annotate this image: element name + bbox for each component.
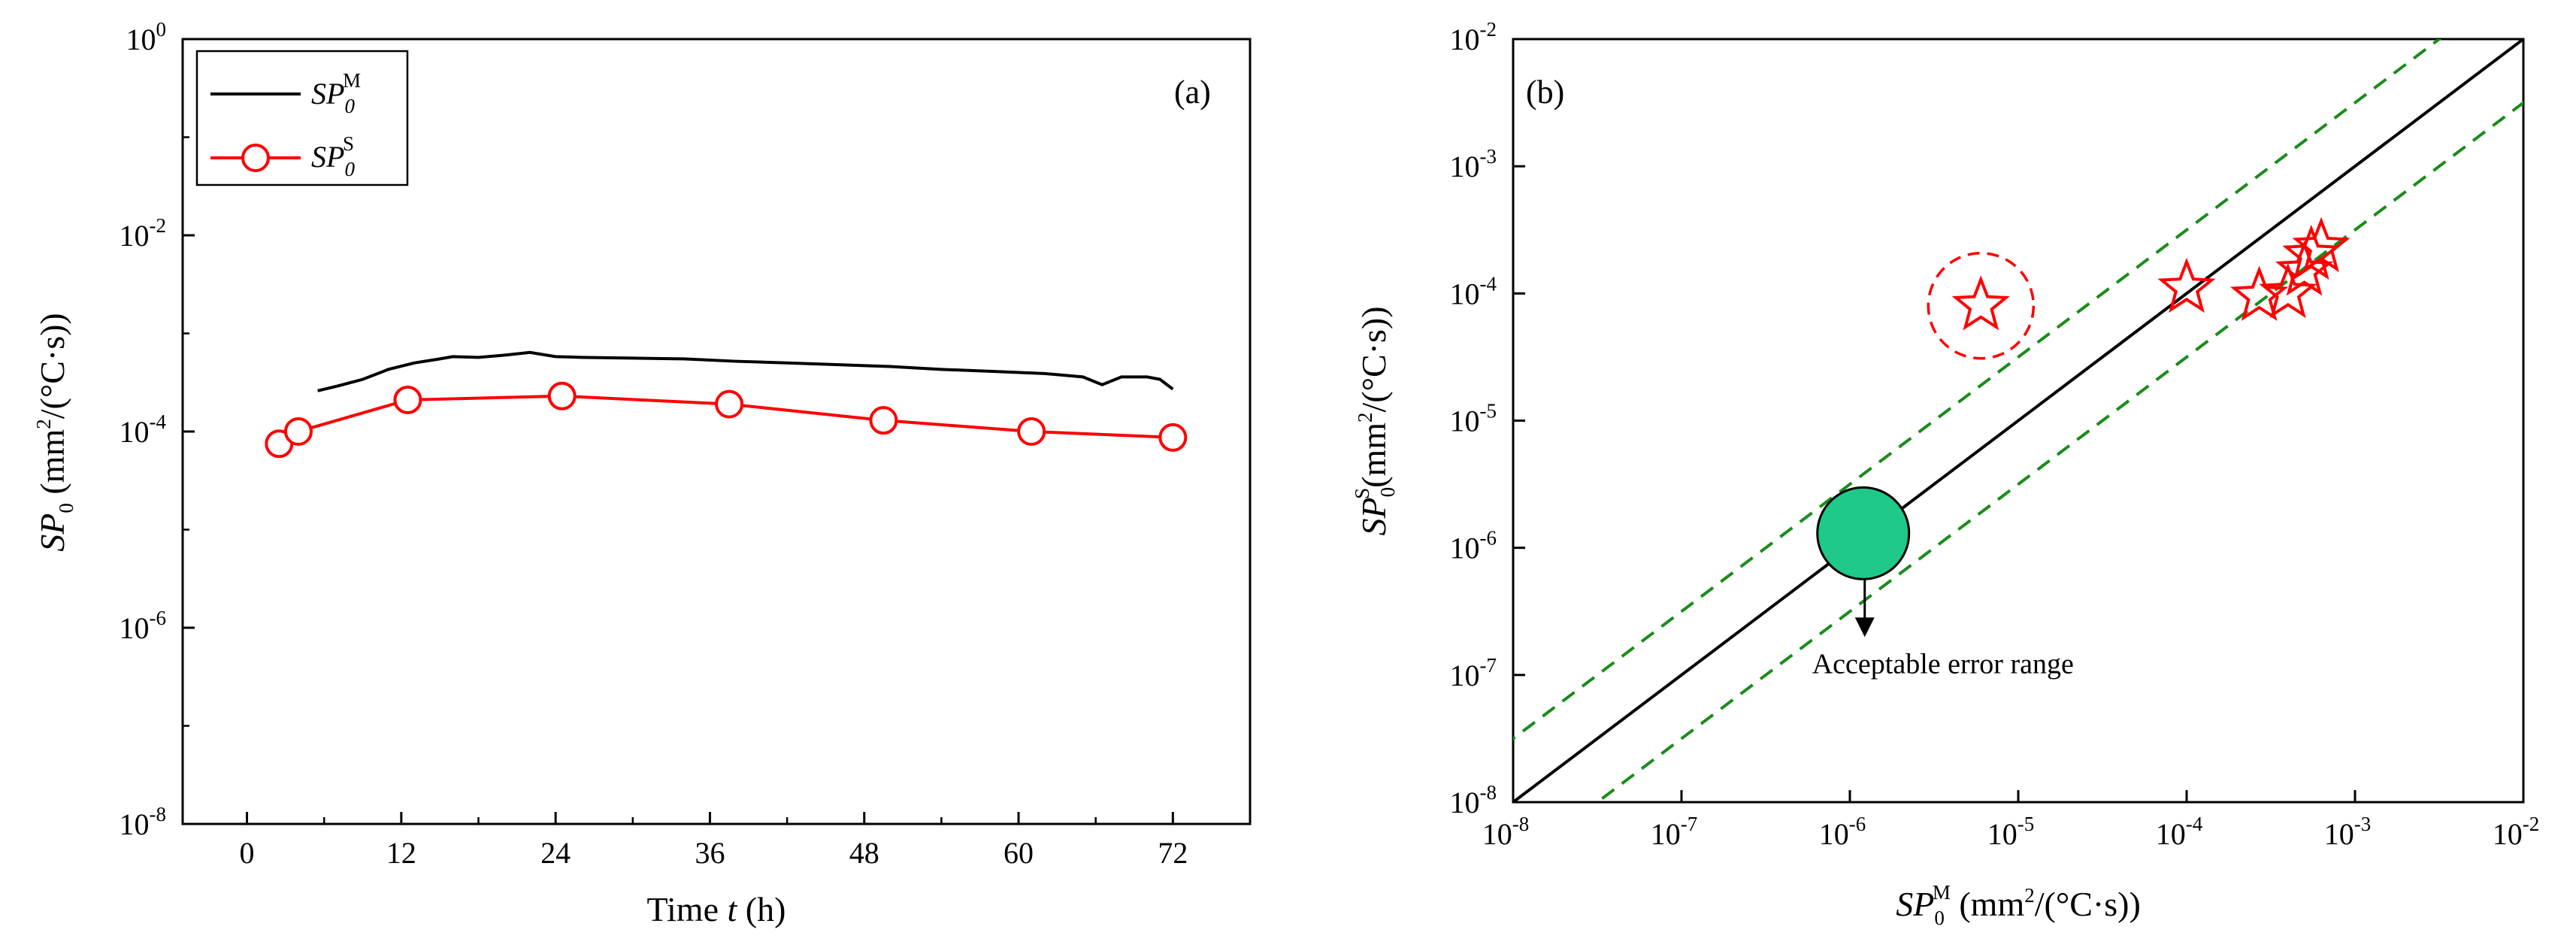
y-tick-label: 10-4 [120,410,167,449]
panel-a-y-axis-label: SP0 (mm2/(°C·s)) [32,313,77,552]
series-s-point [1017,417,1046,446]
series-s-point [283,417,313,446]
y-tick-label: 10-7 [1450,654,1497,692]
panel-a-y-ticks: 10-8 10-6 10-4 10-2 100 [120,18,195,841]
y-tick-label: 10-2 [1450,18,1497,56]
x-tick-label: 10-8 [1482,813,1530,851]
x-tick-label: 10-2 [2493,813,2540,851]
legend-entry-m: SP0M [311,69,361,117]
x-tick-label: 60 [1003,836,1034,870]
panel-b-reference-lines [1513,39,2523,802]
data-point-star [2157,257,2216,313]
reference-line [1513,39,2442,741]
series-s-point [393,385,422,414]
panel-a-x-axis-label: Time t (h) [647,890,786,928]
series-s-point [869,406,898,435]
x-tick-label: 10-6 [1819,813,1866,851]
x-tick-label: 12 [386,836,416,870]
series-s-point [547,381,577,410]
panel-a-label: (a) [1174,74,1211,111]
x-tick-label: 10-5 [1987,813,2035,851]
series-s-point [715,389,744,419]
panel-b-label: (b) [1526,74,1564,111]
y-tick-label: 10-6 [1450,527,1497,565]
panel-b-annotation: Acceptable error range [1812,579,2074,680]
y-tick-label: 10-2 [120,214,167,253]
example-marker [1816,486,1911,580]
reference-line [1594,101,2523,802]
panel-a-x-ticks: 0 12 24 36 48 60 72 [240,812,1252,870]
y-tick-label: 10-5 [1450,400,1497,438]
panel-b-points [1816,217,2350,580]
panel-b: 10-8 10-7 10-6 10-5 10-4 10-3 10-2 10-810-710-… [1351,18,2540,929]
outlier-circle [1927,251,2036,360]
series-line-m [317,350,1174,392]
data-point-star [2229,265,2289,321]
x-tick-label: 48 [849,836,879,870]
y-tick-label: 10-8 [120,803,167,841]
y-tick-label: 10-3 [1450,145,1497,183]
x-tick-label: 10-7 [1651,813,1698,851]
panel-a-series [265,350,1188,459]
series-s-point [1158,422,1188,452]
reference-line [1513,39,2523,802]
x-tick-label: 10-3 [2324,813,2372,851]
y-tick-label: 100 [126,18,167,56]
x-tick-label: 24 [540,836,571,870]
x-tick-label: 36 [695,836,725,870]
legend-entry-s: SP0S [311,132,355,180]
annotation-arrow-head [1854,617,1875,638]
panel-a-legend: SP0M SP0S [195,50,409,186]
x-tick-label: 0 [240,836,255,870]
series-line-s [278,394,1173,445]
panel-b-y-axis-label: SP0S(mm2/(°C·s)) [1351,306,1399,535]
x-tick-label: 10-4 [2156,813,2203,851]
panel-b-x-axis-label: SP0M (mm2/(°C·s)) [1896,881,2141,929]
legend-swatch-s-marker [241,144,270,172]
legend-box [195,50,409,186]
y-tick-label: 10-4 [1450,272,1497,310]
data-point-star [2292,217,2350,273]
y-tick-label: 10-8 [1450,781,1497,819]
x-tick-label: 72 [1158,836,1188,870]
panel-b-x-ticks: 10-8 10-7 10-6 10-5 10-4 10-3 10-2 [1482,790,2540,851]
panel-b-y-ticks: 10-8 10-7 10-6 10-5 10-4 10-3 10-2 [1450,18,1525,819]
y-tick-label: 10-6 [120,607,167,645]
panel-a: 0 12 24 36 48 60 72 10-8 10-6 10-4 10-2 100 (a) SP… [32,18,1252,928]
data-point-star [1951,275,2010,331]
annotation-text: Acceptable error range [1812,648,2074,680]
